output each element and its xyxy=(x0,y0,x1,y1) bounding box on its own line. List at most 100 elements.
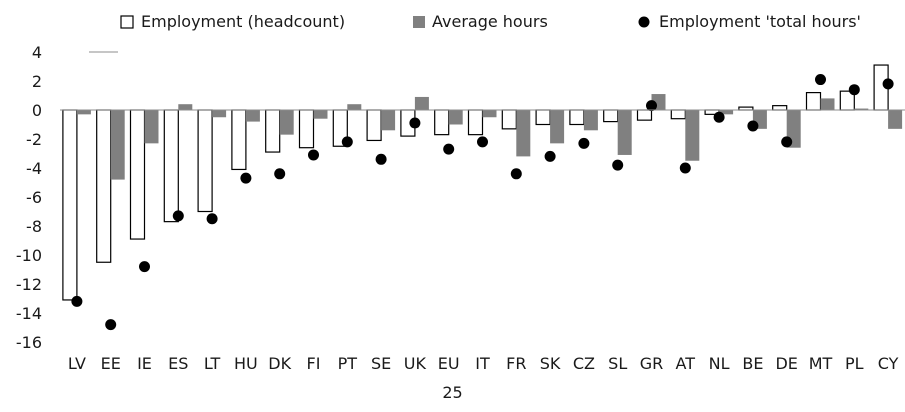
bar-avg-hours-ES xyxy=(178,104,193,110)
point-total-hours-EU xyxy=(443,143,455,155)
y-tick-label: -14 xyxy=(16,304,42,323)
y-tick-label: -8 xyxy=(26,217,42,236)
point-total-hours-SK xyxy=(544,150,556,162)
x-tick-label: GR xyxy=(640,354,664,373)
point-total-hours-ES xyxy=(172,210,184,222)
bar-headcount-SE xyxy=(366,109,382,142)
x-axis: LV EE IE ES LT HU DK FI PT SE UK EU IT FR SK CZ SL GR AT NL… xyxy=(68,354,899,373)
bar-headcount-EU xyxy=(434,109,450,136)
point-total-hours-IE xyxy=(139,261,150,273)
bar-headcount-FI xyxy=(298,109,315,149)
point-total-hours-CZ xyxy=(578,137,590,149)
bar-avg-hours-FR xyxy=(516,110,531,157)
x-tick-label: SK xyxy=(540,354,561,373)
page-number: 25 xyxy=(442,383,463,402)
bar-headcount-ES xyxy=(163,109,179,223)
point-total-hours-MT xyxy=(815,74,826,86)
x-tick-label: SL xyxy=(608,354,627,373)
y-tick-label: -2 xyxy=(26,130,42,149)
y-tick-label: -12 xyxy=(16,275,42,294)
y-tick-label: -6 xyxy=(26,188,42,207)
bar-headcount-SK xyxy=(535,109,551,126)
bar-headcount-CZ xyxy=(569,109,585,126)
series-headcount-bars xyxy=(62,64,889,301)
point-total-hours-PT xyxy=(341,136,353,148)
bar-headcount-SL xyxy=(603,109,619,123)
x-tick-label: SE xyxy=(371,354,391,373)
bar-avg-hours-SE xyxy=(381,110,396,131)
y-tick-label: 2 xyxy=(32,72,42,91)
bar-avg-hours-MT xyxy=(820,98,835,110)
bar-headcount-EE xyxy=(96,109,112,263)
y-tick-label: -16 xyxy=(16,333,42,352)
bar-avg-hours-PT xyxy=(347,104,362,110)
point-total-hours-LV xyxy=(71,295,83,307)
y-tick-label: -10 xyxy=(16,246,42,265)
bar-headcount-AT xyxy=(670,109,686,120)
y-tick-label: 4 xyxy=(32,43,42,62)
x-tick-label: EE xyxy=(101,354,121,373)
y-tick-label: -4 xyxy=(26,159,42,178)
x-tick-label: MT xyxy=(809,354,833,373)
point-total-hours-PL xyxy=(848,84,860,96)
x-tick-label: NL xyxy=(709,354,730,373)
point-total-hours-DK xyxy=(274,168,286,180)
point-total-hours-FR xyxy=(510,168,522,180)
x-tick-label: AT xyxy=(676,354,696,373)
point-total-hours-SL xyxy=(612,159,624,171)
bar-avg-hours-PL xyxy=(854,108,869,110)
bar-avg-hours-AT xyxy=(685,110,700,161)
bar-headcount-LT xyxy=(197,109,213,213)
x-tick-label: FR xyxy=(506,354,526,373)
bar-headcount-IE xyxy=(129,109,146,240)
point-total-hours-SE xyxy=(375,153,387,165)
point-total-hours-BE xyxy=(747,120,759,132)
chart-svg: Employment (headcount) Average hours Emplo… xyxy=(16,12,905,373)
legend-label-total-hours: Employment 'total hours' xyxy=(659,12,861,31)
point-total-hours-FI xyxy=(308,149,319,161)
point-total-hours-CY xyxy=(882,78,894,90)
x-tick-label: IT xyxy=(475,354,490,373)
bar-headcount-GR xyxy=(636,109,653,121)
legend-swatch-headcount xyxy=(120,15,134,29)
bar-avg-hours-LV xyxy=(76,110,91,115)
bar-headcount-DE xyxy=(772,105,788,111)
bar-avg-hours-LT xyxy=(212,110,227,118)
bar-avg-hours-DK xyxy=(279,110,294,135)
point-total-hours-IT xyxy=(477,136,488,148)
bar-avg-hours-FI xyxy=(313,110,328,119)
bar-avg-hours-IE xyxy=(144,110,159,144)
y-axis: 4 2 0 -2 -4 -6 -8 -10 -12 -14 -16 xyxy=(16,43,118,352)
legend-swatch-avg-hours xyxy=(413,16,425,28)
x-tick-label: ES xyxy=(168,354,188,373)
legend-swatch-total-hours xyxy=(638,16,650,28)
point-total-hours-DE xyxy=(781,136,793,148)
bar-avg-hours-IT xyxy=(482,110,497,118)
bar-avg-hours-SL xyxy=(617,110,632,155)
x-tick-label: LV xyxy=(68,354,86,373)
bar-avg-hours-HU xyxy=(245,110,260,122)
bar-avg-hours-EU xyxy=(448,110,463,125)
y-tick-label: 0 xyxy=(32,101,42,120)
bar-avg-hours-EE xyxy=(110,110,125,180)
x-tick-label: EU xyxy=(438,354,460,373)
point-total-hours-HU xyxy=(240,172,252,184)
x-tick-label: DE xyxy=(775,354,797,373)
point-total-hours-AT xyxy=(679,162,691,174)
series-total-hours-points xyxy=(71,74,894,331)
point-total-hours-EE xyxy=(105,319,117,331)
legend-label-headcount: Employment (headcount) xyxy=(141,12,345,31)
x-tick-label: LT xyxy=(204,354,221,373)
bar-avg-hours-CZ xyxy=(583,110,598,131)
bar-headcount-DK xyxy=(265,109,281,153)
x-tick-label: HU xyxy=(234,354,258,373)
bar-avg-hours-NL xyxy=(719,110,734,115)
legend-label-avg-hours: Average hours xyxy=(432,12,548,31)
point-total-hours-UK xyxy=(409,117,421,129)
bar-headcount-MT xyxy=(805,91,822,111)
x-tick-label: FI xyxy=(307,354,321,373)
point-total-hours-GR xyxy=(646,100,657,112)
point-total-hours-LT xyxy=(206,213,218,225)
bar-avg-hours-UK xyxy=(414,96,429,110)
bar-avg-hours-CY xyxy=(888,110,903,129)
